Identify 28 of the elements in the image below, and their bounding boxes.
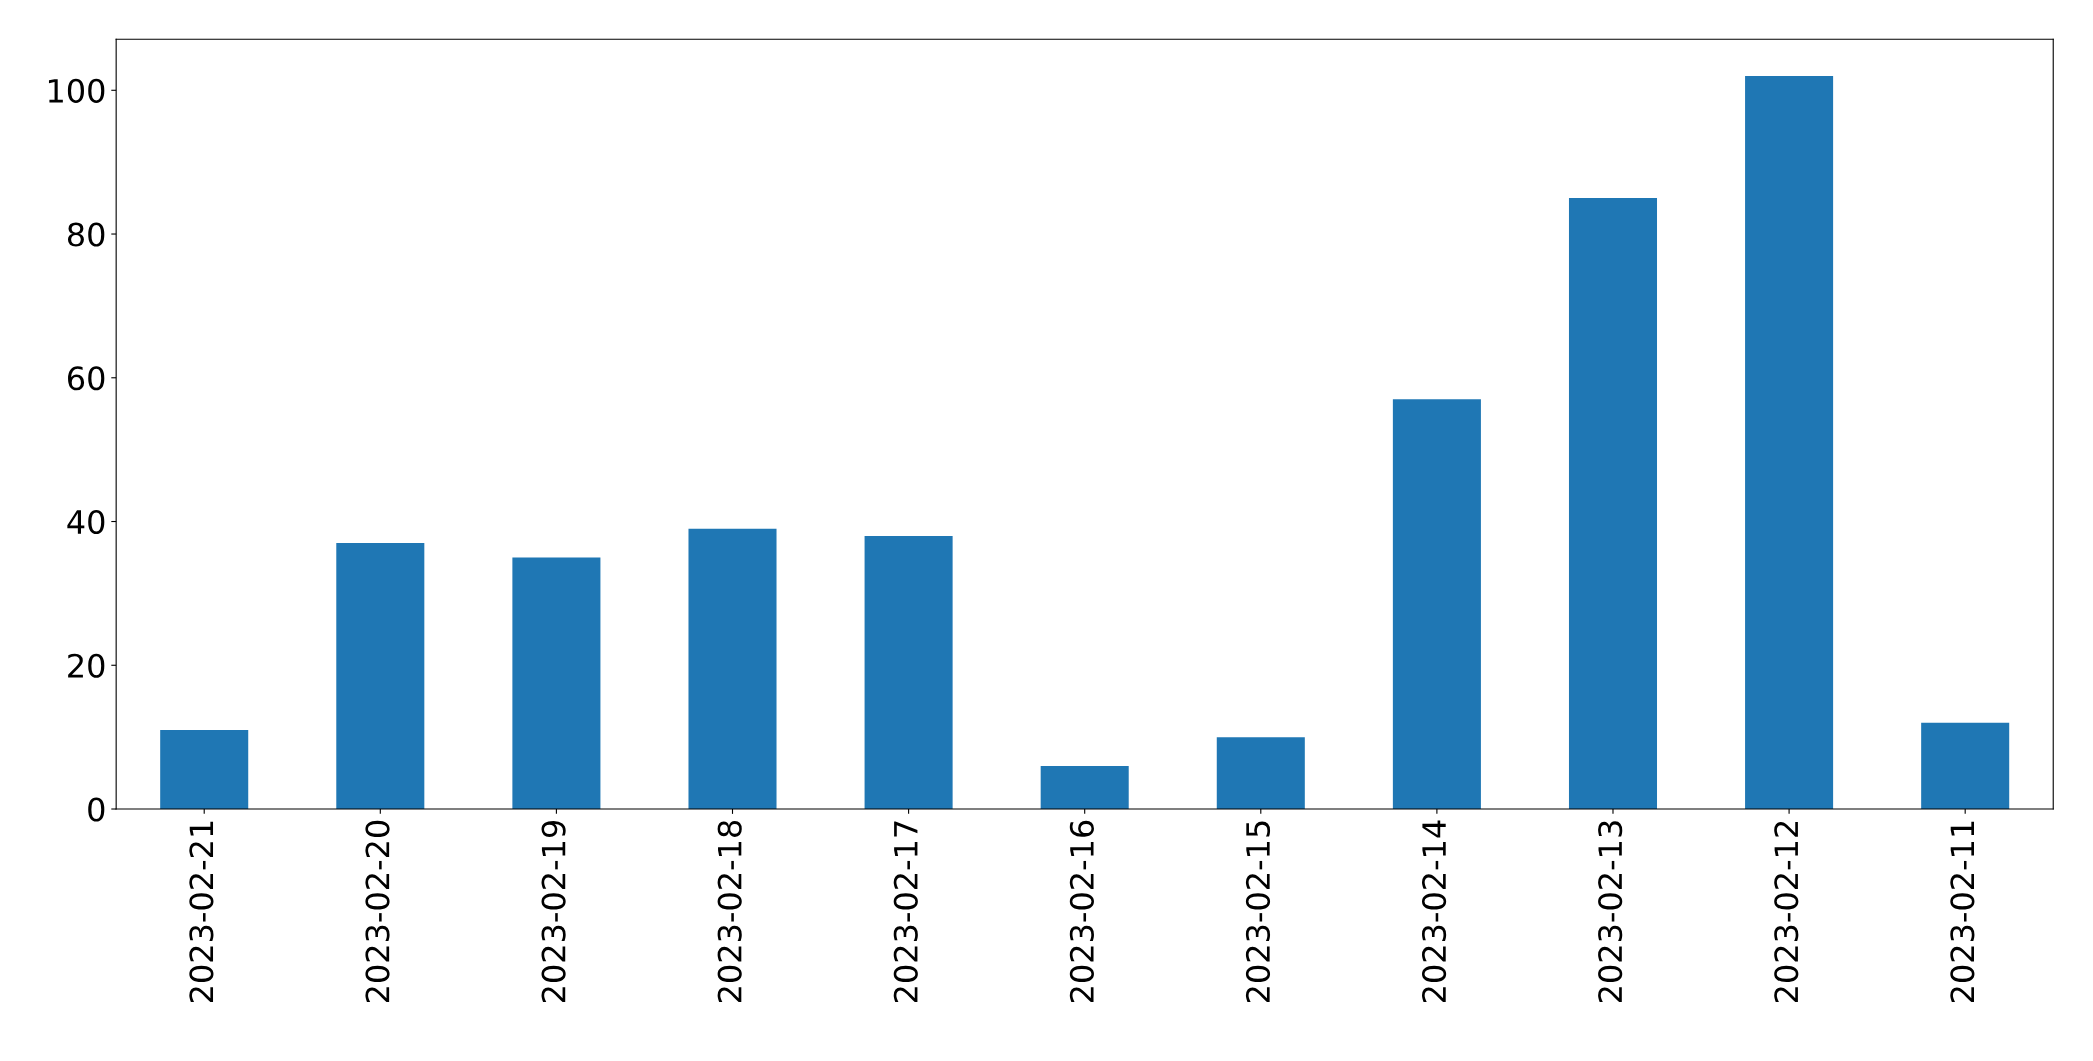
y-tick-label: 60 bbox=[68, 366, 105, 391]
x-tick-label: 2023-02-17 bbox=[893, 821, 918, 1003]
bar bbox=[1921, 722, 2010, 810]
y-tick-label: 40 bbox=[67, 509, 105, 535]
x-tick-label: 2023-02-11 bbox=[1950, 821, 1975, 1003]
y-tick-label: 20 bbox=[68, 653, 105, 678]
bar bbox=[864, 535, 953, 810]
x-tick-label: 2023-02-19 bbox=[541, 820, 566, 1003]
bar bbox=[1216, 737, 1305, 810]
x-tick-label: 2023-02-13 bbox=[1598, 821, 1623, 1003]
y-tick-label: 80 bbox=[67, 222, 105, 247]
x-tick-label: 2023-02-18 bbox=[717, 820, 742, 1003]
bar bbox=[512, 557, 601, 810]
y-tick-label: 0 bbox=[88, 797, 105, 822]
bar bbox=[1745, 75, 1834, 810]
bar bbox=[1040, 765, 1129, 810]
bar bbox=[1392, 399, 1481, 810]
bar bbox=[160, 729, 249, 810]
bar bbox=[1568, 198, 1658, 810]
bar bbox=[336, 543, 425, 810]
y-tick-label: 100 bbox=[48, 78, 105, 103]
x-tick-label: 2023-02-15 bbox=[1245, 821, 1271, 1003]
x-tick-label: 2023-02-20 bbox=[365, 820, 390, 1003]
x-tick-label: 2023-02-14 bbox=[1422, 820, 1447, 1003]
x-tick-label: 2023-02-16 bbox=[1069, 820, 1094, 1003]
x-tick-label: 2023-02-12 bbox=[1774, 821, 1799, 1003]
x-tick-label: 2023-02-21 bbox=[189, 821, 214, 1003]
bar bbox=[688, 528, 777, 810]
